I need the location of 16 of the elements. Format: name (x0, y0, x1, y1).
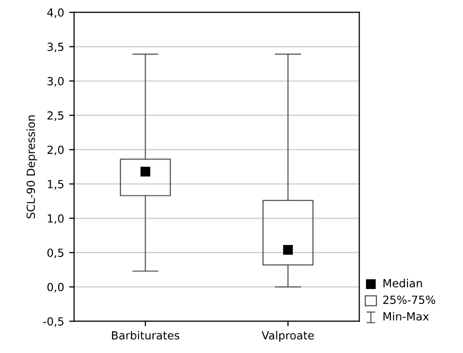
y-tick-label: 3,5 (48, 42, 64, 52)
y-tick-label: 2,0 (48, 146, 64, 156)
y-tick-label: 3,0 (48, 76, 64, 87)
y-tick-label: 0,0 (47, 282, 64, 292)
y-tick-label: 1,0 (48, 214, 64, 224)
y-tick-label: -0,5 (43, 317, 64, 327)
text: Min-Max (384, 312, 429, 321)
y-tick-label: 4,0 (47, 8, 64, 18)
y-tick-label: 2,5 (48, 111, 64, 121)
y-tick-label: 0,5 (47, 248, 64, 258)
x-tick-label: Barbiturates (112, 330, 180, 340)
text: Median (384, 278, 422, 288)
y-axis-title: SCL-90 Depression (26, 115, 38, 218)
text: 25%-75% (383, 296, 436, 304)
x-tick-label: Valproate (262, 330, 314, 342)
y-tick-label: 1,5 (48, 180, 64, 190)
